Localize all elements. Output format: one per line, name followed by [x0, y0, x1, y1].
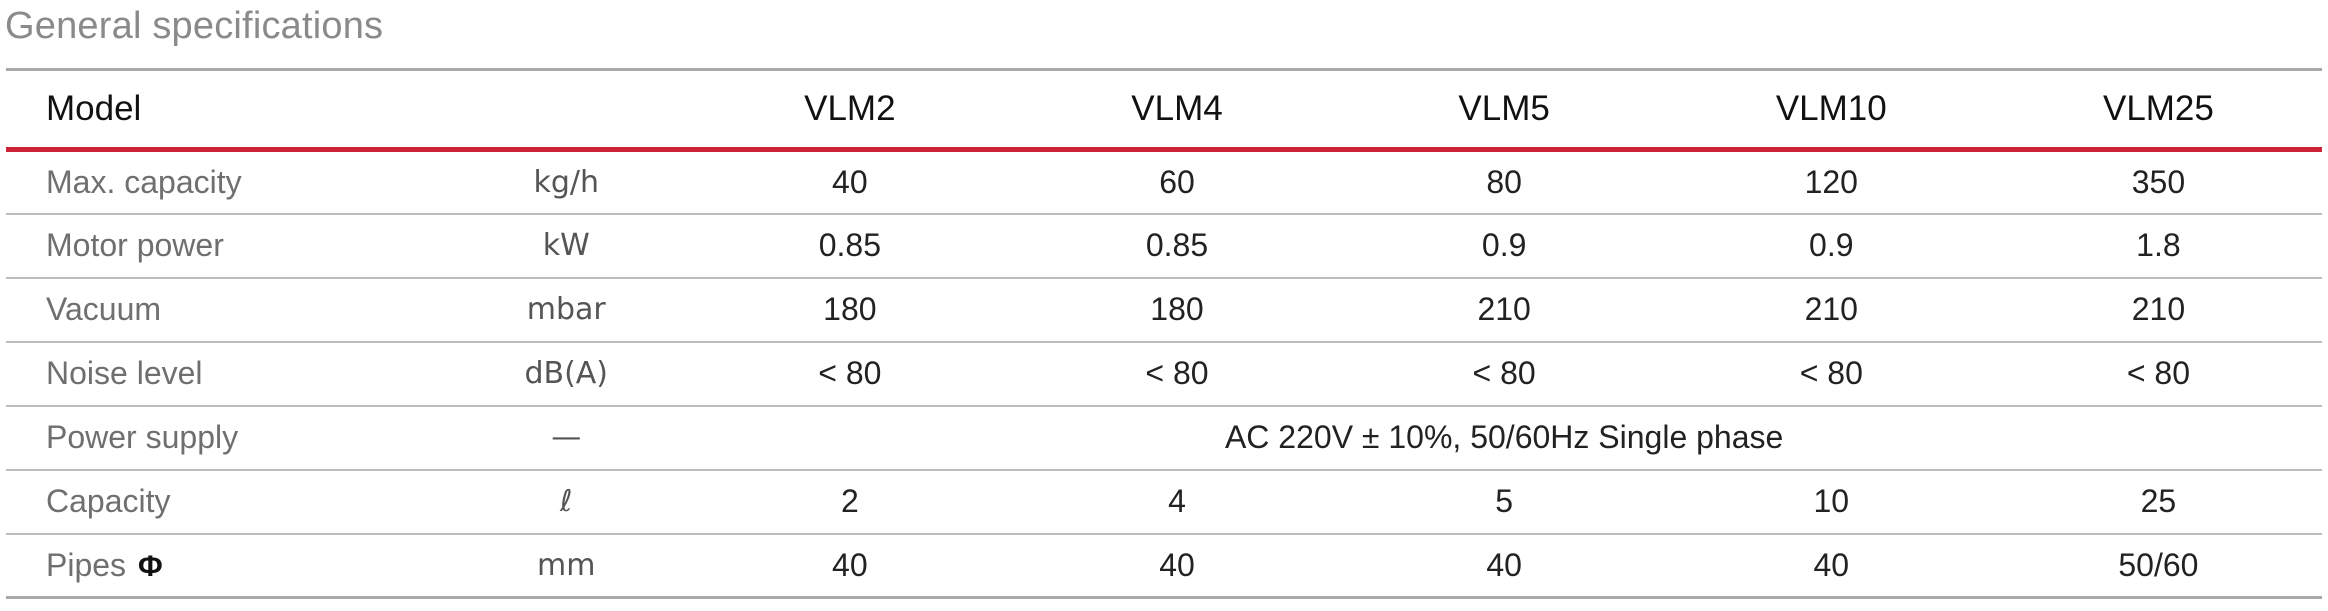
table-row-max-capacity: Max. capacity kg/h 40 60 80 120 350	[6, 149, 2322, 215]
table-cell: 180	[1013, 277, 1341, 343]
row-label: Vacuum	[6, 277, 447, 343]
table-row-power-supply: Power supply — AC 220V ± 10%, 50/60Hz Si…	[6, 405, 2322, 471]
row-label: Capacity	[6, 469, 447, 535]
header-model-vlm5: VLM5	[1340, 68, 1668, 152]
table-cell: 210	[1667, 277, 1995, 343]
table-row-motor-power: Motor power kW 0.85 0.85 0.9 0.9 1.8	[6, 213, 2322, 279]
table-cell: 210	[1340, 277, 1668, 343]
table-cell: 10	[1667, 469, 1995, 535]
header-model-vlm4: VLM4	[1013, 68, 1341, 152]
phi-diameter-icon: Φ	[138, 549, 163, 583]
table-cell: < 80	[1340, 341, 1668, 407]
table-cell: 40	[1340, 533, 1668, 599]
row-label: Power supply	[6, 405, 447, 471]
row-label-cell: Pipes Φ	[6, 533, 447, 599]
table-cell: 5	[1340, 469, 1668, 535]
table-cell: < 80	[1667, 341, 1995, 407]
table-cell: 60	[1013, 149, 1341, 215]
row-unit: mbar	[446, 277, 687, 343]
specifications-table: Model VLM2 VLM4 VLM5 VLM10 VLM25 Max. ca…	[6, 68, 2322, 599]
row-label: Motor power	[6, 213, 447, 279]
table-row-pipes: Pipes Φ mm 40 40 40 40 50/60	[6, 533, 2322, 599]
table-cell: 0.85	[1013, 213, 1341, 279]
row-unit: kW	[446, 213, 687, 279]
row-unit: —	[446, 405, 687, 471]
header-model-vlm25: VLM25	[1994, 68, 2322, 152]
table-cell: 4	[1013, 469, 1341, 535]
table-cell: 180	[686, 277, 1014, 343]
table-cell: 50/60	[1994, 533, 2322, 599]
table-cell: 40	[686, 533, 1014, 599]
table-cell: 40	[1667, 533, 1995, 599]
table-header-row: Model VLM2 VLM4 VLM5 VLM10 VLM25	[6, 68, 2322, 152]
header-model-label: Model	[6, 68, 447, 152]
table-cell: < 80	[1994, 341, 2322, 407]
table-cell: 120	[1667, 149, 1995, 215]
header-model-vlm2: VLM2	[686, 68, 1014, 152]
row-unit: kg/h	[446, 149, 687, 215]
row-unit: ℓ	[446, 469, 687, 535]
table-cell: 0.85	[686, 213, 1014, 279]
table-cell: 25	[1994, 469, 2322, 535]
table-cell: < 80	[686, 341, 1014, 407]
row-unit: mm	[446, 533, 687, 599]
row-label: Noise level	[6, 341, 447, 407]
header-unit-cell	[446, 68, 687, 152]
table-cell: 80	[1340, 149, 1668, 215]
row-label: Max. capacity	[6, 149, 447, 215]
table-row-noise-level: Noise level dB(A) < 80 < 80 < 80 < 80 < …	[6, 341, 2322, 407]
table-row-capacity: Capacity ℓ 2 4 5 10 25	[6, 469, 2322, 535]
table-cell: 40	[686, 149, 1014, 215]
table-row-vacuum: Vacuum mbar 180 180 210 210 210	[6, 277, 2322, 343]
row-unit: dB(A)	[446, 341, 687, 407]
row-label: Pipes	[46, 546, 127, 583]
merged-table-cell: AC 220V ± 10%, 50/60Hz Single phase	[686, 405, 2322, 471]
header-model-vlm10: VLM10	[1667, 68, 1995, 152]
table-cell: 2	[686, 469, 1014, 535]
table-cell: 350	[1994, 149, 2322, 215]
page-title: General specifications	[5, 5, 384, 47]
table-cell: 0.9	[1667, 213, 1995, 279]
table-cell: 40	[1013, 533, 1341, 599]
table-cell: 1.8	[1994, 213, 2322, 279]
table-cell: 210	[1994, 277, 2322, 343]
table-cell: < 80	[1013, 341, 1341, 407]
table-cell: 0.9	[1340, 213, 1668, 279]
